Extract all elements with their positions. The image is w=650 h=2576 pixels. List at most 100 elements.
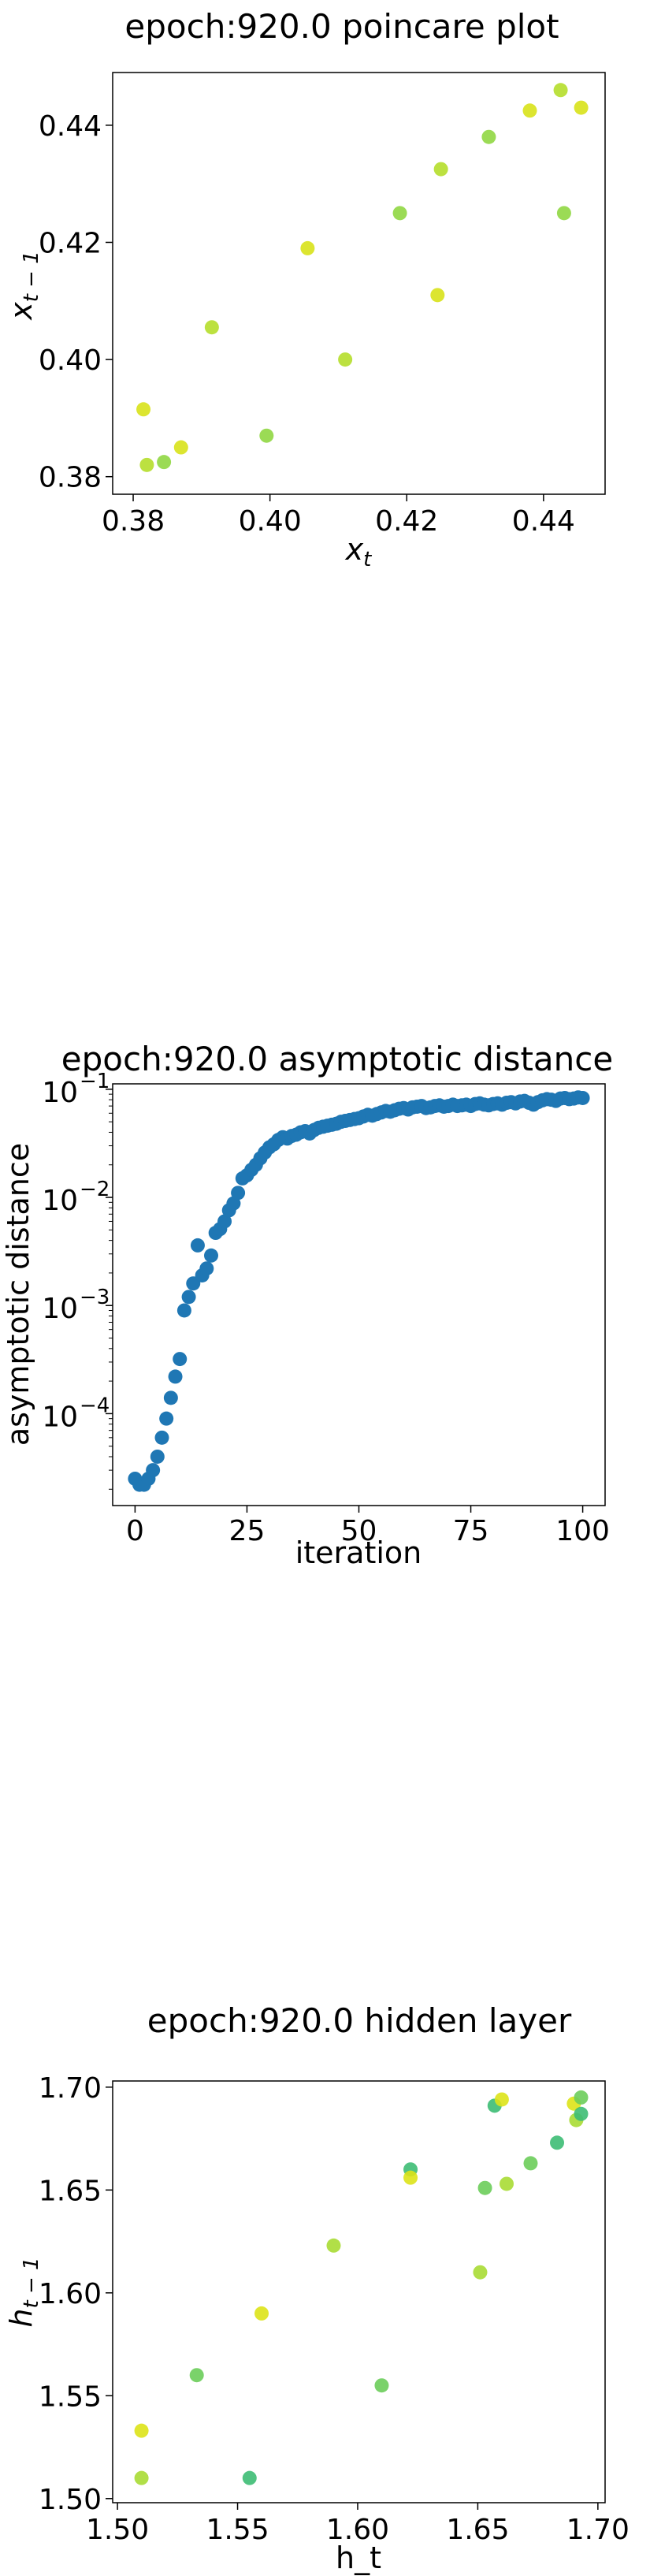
y-tick-base: 10 (42, 1401, 78, 1433)
data-point (163, 1390, 178, 1405)
data-point (575, 1090, 590, 1105)
x-tick-label: 0 (126, 1515, 144, 1547)
x-axis-label: xt (345, 532, 373, 571)
data-point (176, 1303, 191, 1318)
y-tick-label: 1.65 (39, 2175, 102, 2207)
chart-title: epoch:920.0 asymptotic distance (61, 1040, 613, 1078)
data-point (574, 100, 589, 115)
poincare-plot-chart: epoch:920.0 poincare plot 0.38 0.40 0.42 0.… (4, 7, 606, 571)
data-point (189, 2368, 204, 2383)
y-tick-exponent: −4 (80, 1394, 110, 1417)
data-point (500, 2176, 514, 2191)
data-point (139, 457, 154, 472)
x-tick-label: 25 (229, 1515, 266, 1547)
y-tick-label: 10 (42, 1401, 78, 1433)
x-tick-label: 1.55 (206, 2514, 269, 2546)
y-tick-label: 10 (42, 1077, 78, 1109)
data-point (523, 2156, 538, 2171)
x-tick-label: 100 (555, 1515, 610, 1547)
y-tick-label: 0.38 (39, 462, 102, 494)
x-tick-label: 1.60 (326, 2514, 389, 2546)
data-point (338, 352, 353, 367)
x-tick-label: 0.40 (239, 505, 302, 538)
x-tick-label: 1.70 (566, 2514, 630, 2546)
data-point (217, 1214, 232, 1229)
data-point (433, 162, 448, 177)
chart-title: epoch:920.0 hidden layer (147, 2001, 572, 2040)
data-point (199, 1261, 214, 1276)
y-tick-exponent: −3 (80, 1286, 110, 1309)
data-point (134, 2470, 149, 2485)
y-tick-label: 0.44 (39, 110, 102, 143)
hidden-layer-chart: epoch:920.0 hidden layer 1.50 1.55 1.60 1.6… (4, 2001, 630, 2575)
y-axis-label: ht − 1 (4, 2257, 43, 2327)
data-points (136, 83, 589, 472)
data-point (231, 1186, 246, 1201)
x-tick-label: 75 (453, 1515, 489, 1547)
data-point (574, 2106, 589, 2121)
data-point (190, 1238, 205, 1253)
data-point (550, 2135, 565, 2150)
data-point (477, 2180, 492, 2195)
data-point (574, 2090, 589, 2105)
axis-ticks: 1.50 1.55 1.60 1.65 1.70 1.50 1.55 1.60 1.65 1.70 (39, 2072, 630, 2546)
y-axis-label: xt − 1 (4, 251, 43, 321)
y-tick-label: 1.60 (39, 2278, 102, 2310)
y-tick-base: 10 (42, 1185, 78, 1217)
x-tick-label: 0.42 (375, 505, 438, 538)
x-tick-label: 0.38 (102, 505, 165, 538)
data-point (403, 2170, 418, 2185)
data-point (204, 1248, 218, 1263)
data-point (254, 2306, 269, 2321)
plot-frame (112, 2080, 606, 2503)
data-points (134, 2090, 589, 2485)
chart-title: epoch:920.0 poincare plot (124, 7, 559, 46)
data-point (522, 103, 537, 118)
x-tick-label: 0.44 (512, 505, 575, 538)
data-point (300, 240, 315, 255)
axis-ticks: 0.38 0.40 0.42 0.44 0.38 0.40 0.42 0.44 (39, 110, 575, 538)
y-axis-label: asymptotic distance (1, 1143, 35, 1446)
data-points (128, 1090, 590, 1492)
x-axis-label: h_t (336, 2541, 381, 2575)
data-point (556, 206, 571, 221)
y-tick-label: 1.50 (39, 2484, 102, 2516)
data-point (326, 2238, 341, 2253)
data-point (146, 1463, 161, 1478)
y-tick-label: 0.42 (39, 227, 102, 259)
data-point (159, 1411, 174, 1426)
x-tick-label: 1.65 (446, 2514, 509, 2546)
y-tick-label: 0.40 (39, 344, 102, 377)
x-axis-label: iteration (295, 1536, 422, 1570)
data-point (173, 1352, 188, 1367)
y-tick-label: 10 (42, 1293, 78, 1325)
y-tick-label: 1.70 (39, 2072, 102, 2105)
y-tick-base: 10 (42, 1293, 78, 1325)
data-point (494, 2092, 509, 2107)
data-point (259, 428, 274, 443)
data-point (553, 83, 568, 98)
data-point (150, 1449, 165, 1464)
x-tick-label: 50 (341, 1515, 377, 1547)
data-point (204, 320, 219, 335)
y-tick-label: 1.55 (39, 2381, 102, 2413)
y-tick-label: 10 (42, 1185, 78, 1217)
data-point (430, 288, 445, 303)
data-point (181, 1290, 196, 1305)
data-point (168, 1369, 183, 1384)
data-point (392, 206, 407, 221)
data-point (134, 2423, 149, 2438)
asymptotic-distance-chart: epoch:920.0 asymptotic distance 0 25 50 75 1… (1, 1040, 613, 1570)
data-point (136, 402, 151, 417)
data-point (154, 1430, 169, 1445)
data-point (157, 455, 172, 470)
y-tick-base: 10 (42, 1077, 78, 1109)
plot-frame (112, 72, 606, 495)
y-tick-exponent: −2 (80, 1178, 110, 1201)
x-tick-label: 1.50 (86, 2514, 149, 2546)
data-point (374, 2378, 389, 2393)
data-point (173, 440, 188, 455)
data-point (473, 2265, 488, 2280)
data-point (242, 2470, 257, 2485)
